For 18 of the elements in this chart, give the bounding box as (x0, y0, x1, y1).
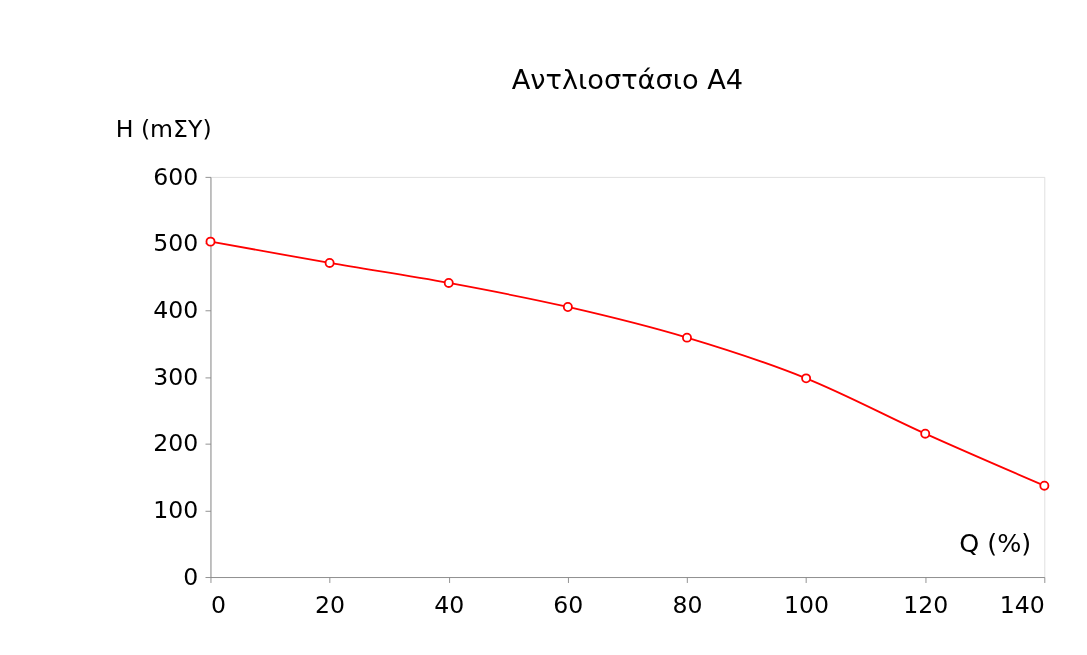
y-tick-label: 400 (153, 296, 199, 325)
x-tick-label: 0 (210, 590, 226, 619)
y-tick-label: 600 (153, 162, 199, 191)
chart-title: Αντλιοστάσιο Α4 (511, 63, 744, 95)
x-tick-label: 100 (784, 590, 830, 619)
y-tick-label: 100 (153, 496, 199, 525)
y-tick-label: 500 (153, 229, 199, 258)
y-tick-label: 300 (153, 362, 199, 391)
x-tick-label: 40 (434, 590, 465, 619)
x-tick-label: 140 (999, 590, 1045, 619)
x-axis-title: Q (%) (959, 528, 1032, 559)
x-tick-label: 120 (903, 590, 949, 619)
x-tick-label: 80 (672, 590, 703, 619)
y-axis-title: H (mΣY) (115, 114, 212, 143)
x-tick-label: 60 (553, 590, 584, 619)
x-tick-label: 20 (315, 590, 346, 619)
y-tick-label: 0 (183, 562, 199, 591)
y-tick-label: 200 (153, 429, 199, 458)
